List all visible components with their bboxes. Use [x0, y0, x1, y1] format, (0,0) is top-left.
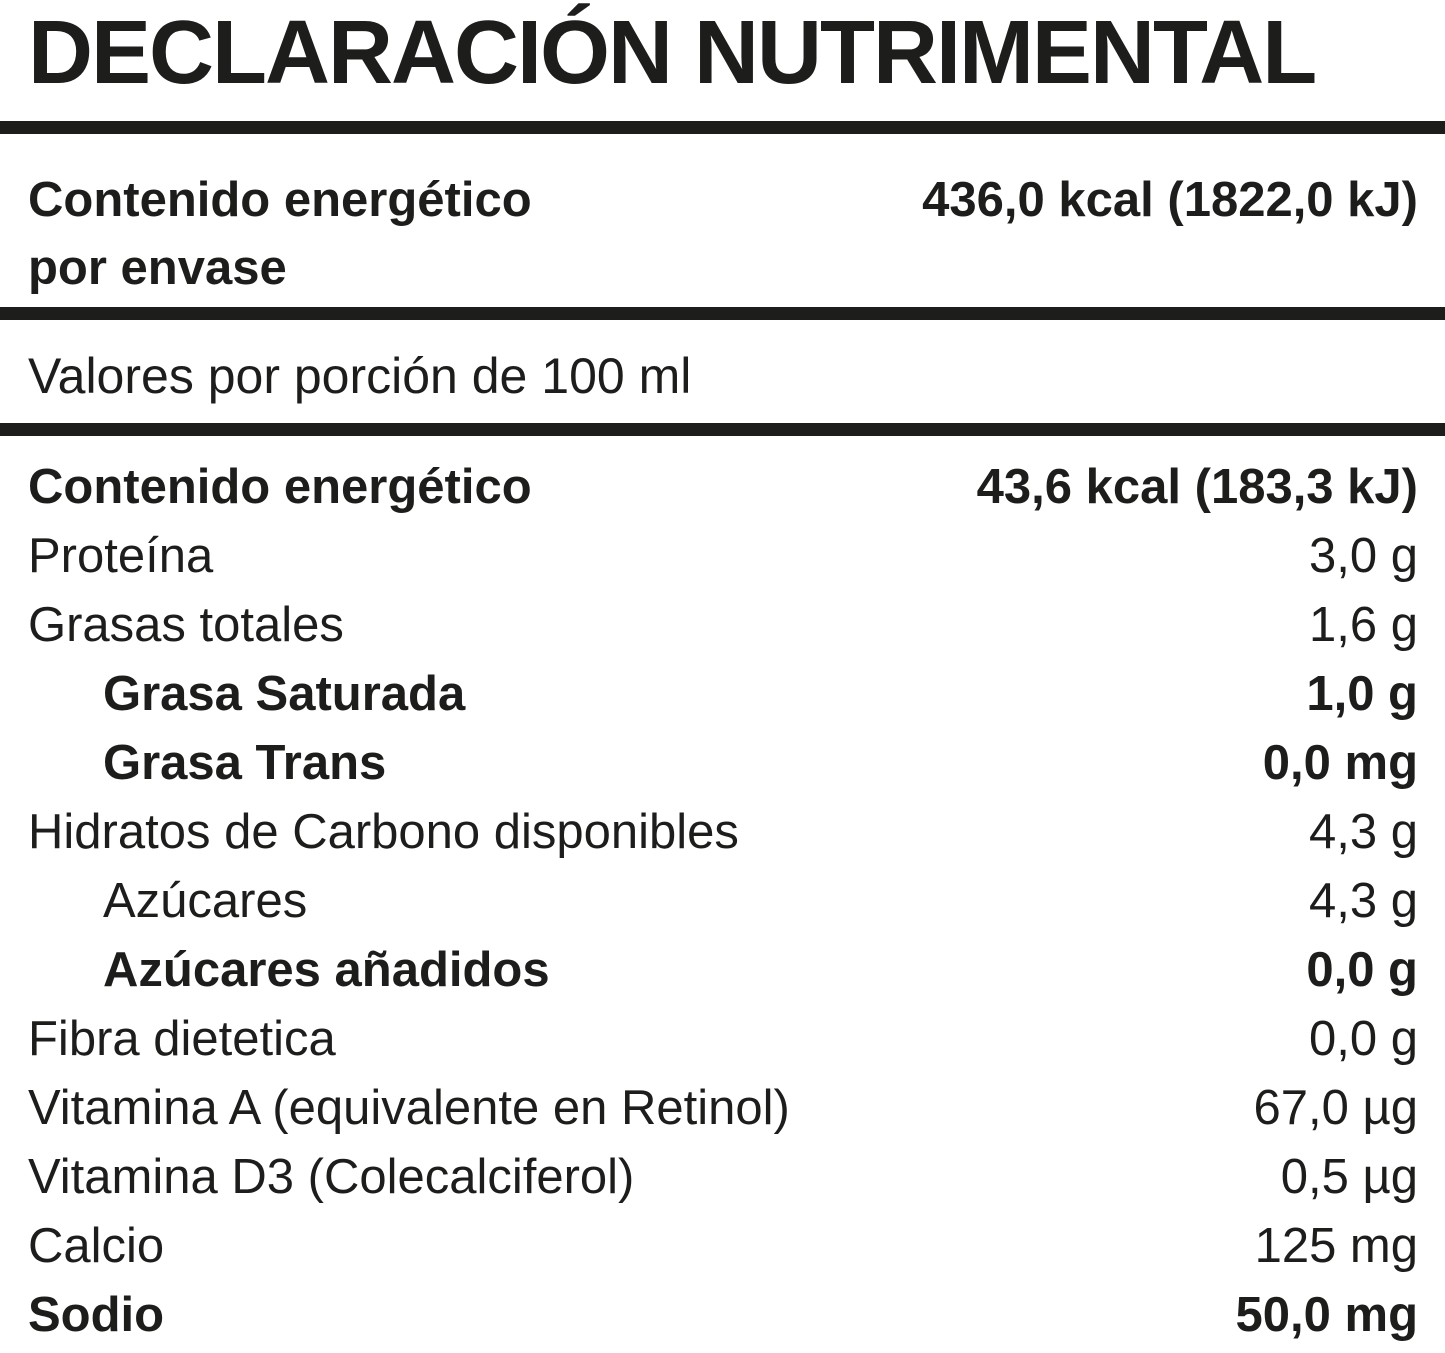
per-package-label-line2: por envase	[28, 241, 287, 295]
nutrient-name: Fibra dietetica	[28, 1012, 336, 1066]
nutrient-row: Grasa Saturada 1,0 g	[28, 660, 1418, 729]
nutrient-row: Grasa Trans 0,0 mg	[28, 729, 1418, 798]
divider-top	[0, 121, 1445, 134]
nutrient-row: Hidratos de Carbono disponibles 4,3 g	[28, 798, 1418, 867]
nutrient-name: Contenido energético	[28, 460, 532, 514]
nutrient-row: Contenido energético 43,6 kcal (183,3 kJ…	[28, 453, 1418, 522]
per-package-value: 436,0 kcal (1822,0 kJ)	[922, 173, 1418, 227]
nutrient-row: Fibra dietetica 0,0 g	[28, 1005, 1418, 1074]
nutrient-name: Azúcares añadidos	[103, 943, 550, 997]
nutrient-value: 50,0 mg	[1235, 1288, 1418, 1342]
per-package-label-line1: Contenido energético	[28, 173, 532, 227]
nutrient-row: Azúcares 4,3 g	[28, 867, 1418, 936]
nutrient-name: Sodio	[28, 1288, 165, 1342]
nutrient-value: 0,0 mg	[1262, 736, 1418, 790]
nutrient-value: 1,6 g	[1309, 598, 1418, 652]
nutrient-value: 1,0 g	[1306, 667, 1418, 721]
nutrient-value: 4,3 g	[1309, 805, 1418, 859]
nutrient-value: 125 mg	[1254, 1219, 1418, 1273]
nutrient-row: Proteína 3,0 g	[28, 522, 1418, 591]
divider-serving	[0, 423, 1445, 436]
nutrient-value: 3,0 g	[1309, 529, 1418, 583]
nutrient-row: Calcio 125 mg	[28, 1212, 1418, 1281]
per-package-label: Contenido energético por envase	[28, 166, 532, 302]
nutrient-row: Grasas totales 1,6 g	[28, 591, 1418, 660]
nutrient-name: Proteína	[28, 529, 214, 583]
page-title: DECLARACIÓN NUTRIMENTAL	[28, 3, 1317, 103]
nutrient-row: Vitamina A (equivalente en Retinol) 67,0…	[28, 1074, 1418, 1143]
nutrient-value: 0,5 µg	[1280, 1150, 1418, 1204]
serving-size-note: Valores por porción de 100 ml	[28, 348, 692, 404]
nutrient-name: Vitamina D3 (Colecalciferol)	[28, 1150, 635, 1204]
nutrient-name: Grasa Saturada	[103, 667, 466, 721]
nutrient-row: Azúcares añadidos 0,0 g	[28, 936, 1418, 1005]
nutrient-value: 43,6 kcal (183,3 kJ)	[976, 460, 1418, 514]
nutrient-value: 4,3 g	[1309, 874, 1418, 928]
nutrient-value: 67,0 µg	[1253, 1081, 1418, 1135]
nutrient-name: Hidratos de Carbono disponibles	[28, 805, 739, 859]
nutrient-name: Grasa Trans	[103, 736, 387, 790]
nutrient-name: Azúcares	[103, 874, 308, 928]
nutrient-value: 0,0 g	[1309, 1012, 1418, 1066]
nutrient-name: Grasas totales	[28, 598, 344, 652]
nutrient-name: Vitamina A (equivalente en Retinol)	[28, 1081, 790, 1135]
nutrient-table: Contenido energético 43,6 kcal (183,3 kJ…	[28, 453, 1418, 1350]
nutrient-value: 0,0 g	[1306, 943, 1418, 997]
per-package-section: Contenido energético por envase 436,0 kc…	[28, 134, 1418, 302]
nutrient-name: Calcio	[28, 1219, 165, 1273]
divider-middle	[0, 307, 1445, 320]
nutrient-row: Sodio 50,0 mg	[28, 1281, 1418, 1350]
nutrient-row: Vitamina D3 (Colecalciferol) 0,5 µg	[28, 1143, 1418, 1212]
